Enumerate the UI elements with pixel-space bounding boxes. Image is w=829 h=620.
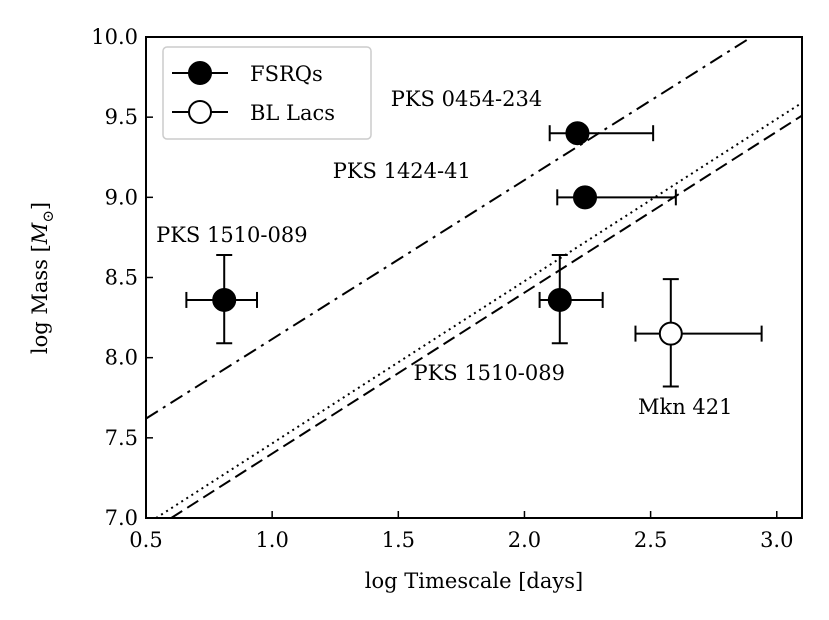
- annotation-label: PKS 0454-234: [391, 87, 543, 111]
- x-axis-label: log Timescale [days]: [365, 569, 583, 593]
- marker-fsrqs: [212, 287, 237, 312]
- y-tick-label: 8.0: [105, 346, 138, 370]
- data-point-fsrqs-3: [538, 254, 604, 345]
- y-tick-label: 7.5: [105, 426, 138, 450]
- fit-line-dashed: [170, 114, 802, 518]
- annotation-label: PKS 1424-41: [333, 159, 471, 183]
- legend-marker-bllacs: [188, 100, 212, 124]
- x-tick-label: 1.5: [382, 528, 415, 552]
- y-tick-label: 10.0: [91, 25, 138, 49]
- legend: FSRQs BL Lacs: [162, 46, 372, 140]
- data-point-fsrqs-2: [185, 254, 259, 345]
- legend-marker-fsrqs: [188, 61, 212, 85]
- legend-box: [162, 46, 372, 140]
- y-tick-label: 9.0: [105, 185, 138, 209]
- annotation-label: PKS 1510-089: [156, 223, 308, 247]
- x-tick-label: 0.5: [129, 528, 162, 552]
- y-tick-label: 8.5: [105, 266, 138, 290]
- y-axis-label: log Mass [M⊙]: [28, 202, 57, 354]
- fit-line-dotted: [155, 101, 802, 518]
- x-tick-label: 3.0: [760, 528, 793, 552]
- x-tick-label: 2.0: [508, 528, 541, 552]
- annotations: PKS 0454-234 PKS 1424-41 PKS 1510-089 PKS 1…: [156, 87, 732, 419]
- axis-ticks: 0.5 1.0 1.5 2.0 2.5 3.0 7.0 7.5 8.0 8.5 9.0 9.5 10.0: [91, 25, 793, 552]
- marker-bl-lacs: [658, 321, 683, 346]
- data-points: [185, 121, 763, 388]
- y-tick-label: 7.0: [105, 506, 138, 530]
- fit-line-dashdot: [146, 37, 753, 420]
- annotation-label: Mkn 421: [638, 395, 733, 419]
- marker-fsrqs: [573, 185, 598, 210]
- annotation-label: PKS 1510-089: [413, 361, 565, 385]
- y-tick-label: 9.5: [105, 105, 138, 129]
- x-tick-label: 1.0: [255, 528, 288, 552]
- fit-lines: [146, 37, 802, 518]
- legend-label-fsrqs: FSRQs: [250, 62, 323, 86]
- legend-label-bllacs: BL Lacs: [250, 101, 335, 125]
- data-point-fsrqs-0: [548, 121, 655, 146]
- marker-fsrqs: [547, 287, 572, 312]
- x-tick-label: 2.5: [634, 528, 667, 552]
- marker-fsrqs: [565, 121, 590, 146]
- data-point-fsrqs-1: [556, 185, 677, 210]
- plot-frame: [145, 36, 803, 519]
- data-point-bl-lacs-0: [634, 278, 763, 388]
